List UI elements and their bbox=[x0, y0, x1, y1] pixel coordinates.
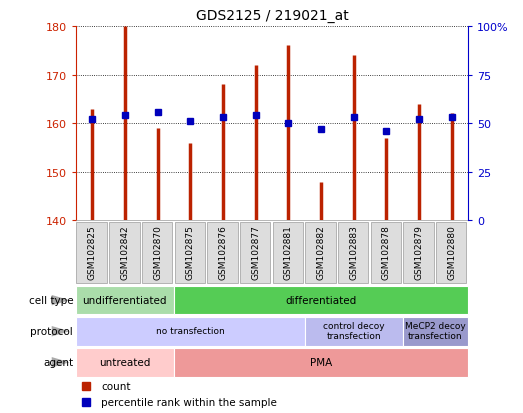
Bar bbox=[436, 223, 467, 283]
Text: GSM102870: GSM102870 bbox=[153, 224, 162, 279]
Bar bbox=[174, 286, 468, 315]
Text: GSM102878: GSM102878 bbox=[382, 224, 391, 279]
Bar bbox=[175, 223, 205, 283]
Text: GSM102880: GSM102880 bbox=[447, 224, 456, 279]
Text: agent: agent bbox=[43, 357, 73, 368]
Polygon shape bbox=[52, 357, 70, 368]
Bar bbox=[338, 223, 368, 283]
Bar bbox=[272, 223, 303, 283]
Text: MeCP2 decoy
transfection: MeCP2 decoy transfection bbox=[405, 321, 466, 340]
Text: GSM102882: GSM102882 bbox=[316, 224, 325, 279]
Text: untreated: untreated bbox=[99, 357, 151, 367]
Text: cell type: cell type bbox=[29, 295, 73, 306]
Text: GSM102877: GSM102877 bbox=[251, 224, 260, 279]
Bar bbox=[76, 348, 174, 377]
Bar bbox=[240, 223, 270, 283]
Text: GSM102881: GSM102881 bbox=[284, 224, 293, 279]
Bar bbox=[207, 223, 237, 283]
Text: control decoy
transfection: control decoy transfection bbox=[323, 321, 384, 340]
Text: GSM102825: GSM102825 bbox=[88, 224, 97, 279]
Text: GSM102879: GSM102879 bbox=[415, 224, 424, 279]
Text: GSM102883: GSM102883 bbox=[349, 224, 358, 279]
Bar bbox=[76, 286, 174, 315]
Bar bbox=[305, 223, 336, 283]
Bar bbox=[76, 223, 107, 283]
Text: count: count bbox=[101, 381, 131, 391]
Text: GSM102876: GSM102876 bbox=[219, 224, 228, 279]
Title: GDS2125 / 219021_at: GDS2125 / 219021_at bbox=[196, 9, 348, 23]
Text: undifferentiated: undifferentiated bbox=[83, 295, 167, 305]
Text: GSM102875: GSM102875 bbox=[186, 224, 195, 279]
Bar bbox=[142, 223, 172, 283]
Bar bbox=[403, 317, 468, 346]
Text: protocol: protocol bbox=[30, 326, 73, 337]
Bar bbox=[371, 223, 401, 283]
Text: no transfection: no transfection bbox=[156, 326, 224, 335]
Bar bbox=[76, 317, 304, 346]
Bar bbox=[304, 317, 403, 346]
Text: percentile rank within the sample: percentile rank within the sample bbox=[101, 398, 277, 408]
Bar bbox=[403, 223, 434, 283]
Text: GSM102842: GSM102842 bbox=[120, 224, 129, 279]
Polygon shape bbox=[52, 295, 70, 306]
Polygon shape bbox=[52, 326, 70, 337]
Bar bbox=[174, 348, 468, 377]
Text: differentiated: differentiated bbox=[286, 295, 357, 305]
Text: PMA: PMA bbox=[310, 357, 332, 367]
Bar bbox=[109, 223, 140, 283]
